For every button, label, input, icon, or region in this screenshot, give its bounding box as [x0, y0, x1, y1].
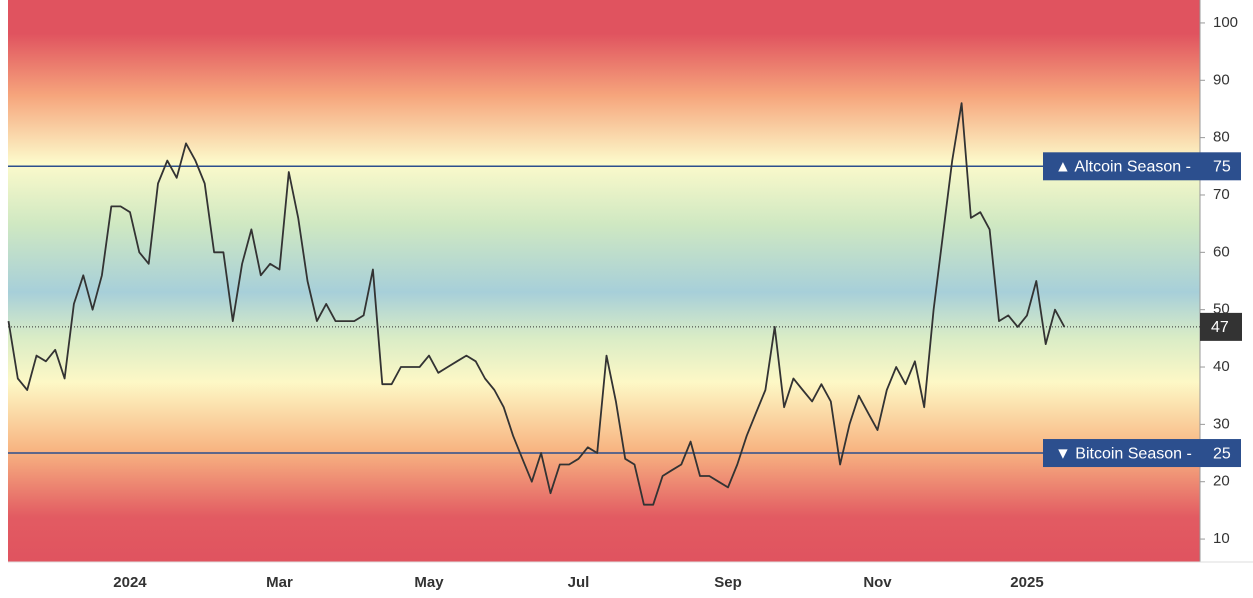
x-tick-label: Sep: [714, 574, 742, 591]
y-tick-label: 90: [1213, 71, 1230, 88]
x-tick-label: May: [414, 574, 444, 591]
x-tick-label: 2025: [1010, 574, 1043, 591]
y-tick-label: 100: [1213, 14, 1238, 31]
threshold-value: 75: [1213, 159, 1231, 176]
y-tick-label: 40: [1213, 358, 1230, 375]
series-line: [7, 102, 1066, 506]
threshold-badge: [1043, 439, 1241, 468]
x-tick-label: 2024: [113, 574, 147, 591]
threshold-badge: [1043, 152, 1241, 181]
plot-background: [8, 0, 1200, 562]
threshold-value: 25: [1213, 445, 1231, 462]
y-tick-label: 60: [1213, 243, 1230, 260]
y-tick-label: 20: [1213, 473, 1230, 490]
last-value-label: 47: [1211, 319, 1229, 336]
x-tick-label: Nov: [863, 574, 892, 591]
x-tick-label: Jul: [568, 574, 590, 591]
x-tick-label: Mar: [266, 574, 293, 591]
y-tick-label: 70: [1213, 186, 1230, 203]
y-tick-label: 30: [1213, 415, 1230, 432]
y-tick-label: 80: [1213, 129, 1230, 146]
threshold-label: ▼ Bitcoin Season -: [1055, 445, 1192, 462]
y-tick-label: 10: [1213, 530, 1230, 547]
last-value-badge: [1200, 312, 1242, 341]
threshold-label: ▲ Altcoin Season -: [1055, 159, 1191, 176]
